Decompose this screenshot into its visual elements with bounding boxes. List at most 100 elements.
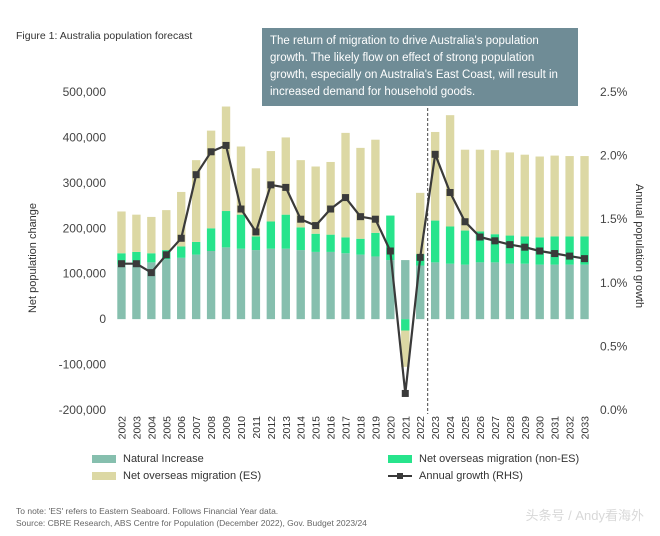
bar-nom-non-es-2016 — [326, 234, 335, 252]
bar-natural-increase-2014 — [296, 250, 305, 320]
x-tick-label-2017: 2017 — [341, 416, 353, 440]
footnote-note: To note: 'ES' refers to Eastern Seaboard… — [16, 506, 279, 516]
y-tick-label: 500,000 — [63, 85, 107, 99]
growth-marker-2032 — [566, 252, 574, 260]
bar-nom-non-es-2032 — [565, 236, 574, 265]
bar-natural-increase-2026 — [475, 262, 485, 320]
bar-nom-es-2031 — [550, 155, 559, 237]
x-tick-label-2033: 2033 — [580, 416, 592, 440]
x-tick-label-2013: 2013 — [281, 416, 293, 440]
x-tick-label-2009: 2009 — [221, 416, 233, 440]
growth-marker-2024 — [446, 188, 454, 196]
growth-marker-2022 — [416, 253, 424, 261]
growth-marker-2021 — [401, 389, 409, 397]
bar-nom-es-2005 — [162, 210, 171, 251]
bar-nom-non-es-2012 — [266, 221, 276, 249]
legend-label-nom-non-es: Net overseas migration (non-ES) — [419, 453, 580, 465]
legend-label-nom-es: Net overseas migration (ES) — [123, 470, 262, 482]
x-tick-label-2007: 2007 — [191, 416, 203, 440]
y-tick-label: -100,000 — [59, 358, 107, 372]
x-tick-label-2018: 2018 — [355, 416, 367, 440]
x-tick-label-2029: 2029 — [520, 416, 532, 440]
bar-natural-increase-2007 — [191, 254, 201, 320]
y-tick-label: 200,000 — [63, 221, 107, 235]
figure-title: Figure 1: Australia population forecast — [16, 30, 193, 42]
bar-nom-non-es-2002 — [117, 253, 126, 265]
bar-nom-non-es-2014 — [296, 227, 305, 251]
bar-natural-increase-2023 — [430, 262, 440, 320]
y2-tick-label: 0.5% — [600, 339, 628, 353]
growth-marker-2013 — [282, 183, 290, 191]
bar-natural-increase-2008 — [206, 251, 216, 320]
y2-axis-label: Annual population growth — [633, 184, 645, 308]
bar-nom-es-2011 — [251, 168, 261, 237]
x-tick-label-2025: 2025 — [460, 416, 472, 440]
legend-natural-increase: Natural Increase — [92, 453, 204, 465]
bar-nom-non-es-2015 — [311, 233, 320, 252]
bar-nom-non-es-2004 — [147, 253, 156, 263]
bar-natural-increase-2009 — [221, 247, 231, 320]
bar-nom-non-es-2011 — [251, 236, 261, 251]
growth-marker-2018 — [356, 213, 364, 221]
bar-nom-es-2015 — [311, 166, 320, 234]
y2-tick-label: 1.5% — [600, 212, 628, 226]
bar-nom-es-2022 — [416, 192, 425, 255]
legend-swatch-nom-es — [92, 472, 116, 480]
x-tick-label-2002: 2002 — [116, 416, 128, 440]
footnote-source: Source: CBRE Research, ABS Centre for Po… — [16, 518, 367, 528]
x-tick-label-2015: 2015 — [311, 416, 323, 440]
legend-label-growth: Annual growth (RHS) — [419, 470, 523, 482]
bar-nom-es-2010 — [236, 146, 246, 215]
bar-nom-es-2017 — [341, 132, 350, 238]
x-tick-label-2021: 2021 — [400, 416, 412, 440]
bar-natural-increase-2024 — [445, 263, 455, 320]
x-tick-label-2019: 2019 — [370, 416, 382, 440]
bar-natural-increase-2016 — [326, 251, 335, 320]
bar-nom-es-2029 — [520, 154, 529, 237]
x-tick-label-2028: 2028 — [505, 416, 517, 440]
bar-nom-es-2023 — [430, 131, 440, 221]
bar-nom-non-es-2003 — [132, 251, 141, 265]
bar-natural-increase-2005 — [162, 259, 171, 320]
bar-nom-es-2019 — [371, 139, 380, 233]
growth-marker-2011 — [252, 228, 260, 236]
legend-swatch-natural — [92, 455, 116, 463]
bar-natural-increase-2028 — [505, 263, 515, 320]
x-tick-label-2012: 2012 — [266, 416, 278, 440]
growth-marker-2029 — [521, 243, 529, 251]
bar-nom-non-es-2010 — [236, 214, 246, 249]
growth-marker-2019 — [371, 215, 379, 223]
growth-marker-2017 — [342, 194, 350, 202]
bar-nom-non-es-2009 — [221, 211, 231, 248]
bar-nom-es-2033 — [580, 156, 589, 237]
x-tick-label-2024: 2024 — [445, 416, 457, 440]
bar-natural-increase-2017 — [341, 253, 350, 320]
bar-nom-es-2016 — [326, 161, 335, 235]
y-tick-label: -200,000 — [59, 403, 107, 417]
growth-marker-2033 — [581, 255, 589, 263]
bar-nom-non-es-2017 — [341, 237, 350, 254]
legend-swatch-growth — [388, 472, 412, 480]
growth-marker-2012 — [267, 181, 275, 189]
x-tick-label-2014: 2014 — [296, 416, 308, 440]
bar-nom-es-2014 — [296, 160, 305, 228]
bar-nom-es-2030 — [535, 156, 544, 238]
bar-natural-increase-2018 — [356, 254, 365, 320]
bar-nom-es-2008 — [206, 130, 216, 229]
bar-natural-increase-2013 — [281, 248, 290, 320]
bar-nom-non-es-2013 — [281, 214, 290, 249]
bar-nom-non-es-2033 — [580, 236, 589, 265]
bar-nom-es-2021 — [401, 330, 410, 367]
legend-nom-non-es: Net overseas migration (non-ES) — [388, 453, 579, 465]
legend-label-natural: Natural Increase — [123, 453, 204, 465]
x-tick-label-2008: 2008 — [206, 416, 218, 440]
bar-nom-non-es-2024 — [445, 226, 455, 264]
bar-nom-es-2026 — [475, 149, 485, 232]
bar-natural-increase-2031 — [550, 264, 559, 320]
y-tick-label: 400,000 — [63, 130, 107, 144]
x-tick-label-2016: 2016 — [326, 416, 338, 440]
y-tick-label: 0 — [99, 312, 106, 326]
bar-nom-es-2006 — [177, 191, 186, 247]
growth-marker-2020 — [386, 247, 394, 255]
